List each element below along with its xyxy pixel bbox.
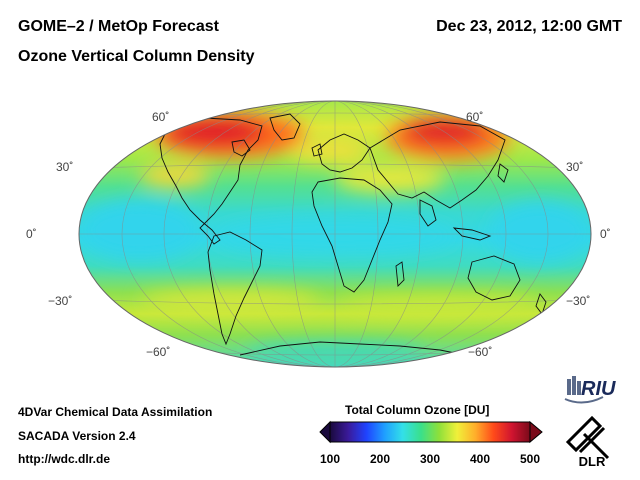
footer-assimilation: 4DVar Chemical Data Assimilation: [18, 405, 213, 419]
colorbar-tick-500: 500: [519, 452, 541, 466]
colorbar-tick-400: 400: [469, 452, 491, 466]
title-line1: GOME–2 / MetOp Forecast: [18, 18, 219, 35]
colorbar-right-arrow: [529, 420, 543, 444]
lat-label-60n-left: 60˚: [152, 110, 170, 124]
lat-label-30s-left: −30˚: [48, 294, 73, 308]
ozone-field: [79, 101, 591, 367]
colorbar-tick-300: 300: [419, 452, 441, 466]
graticule: [79, 101, 591, 367]
lat-label-eq-left: 0˚: [26, 227, 37, 241]
lat-label-30n-right: 30˚: [566, 160, 584, 174]
title-line2: Ozone Vertical Column Density: [18, 48, 255, 65]
footer-url[interactable]: http://wdc.dlr.de: [18, 452, 110, 466]
globe-outline: [78, 100, 592, 368]
dlr-logo: DLR: [565, 415, 610, 468]
colorbar-gradient: [329, 421, 531, 443]
colorbar-tick-100: 100: [319, 452, 341, 466]
riu-logo: RIU: [564, 376, 616, 404]
lat-label-eq-right: 0˚: [600, 227, 611, 241]
lat-label-30n-left: 30˚: [56, 160, 74, 174]
coastlines: [159, 113, 547, 357]
lat-label-60s-right: −60˚: [468, 345, 493, 359]
colorbar-title: Total Column Ozone [DU]: [345, 403, 490, 417]
riu-logo-text: RIU: [581, 378, 616, 400]
footer-version: SACADA Version 2.4: [18, 429, 136, 443]
lat-label-60n-right: 60˚: [466, 110, 484, 124]
lat-label-60s-left: −60˚: [146, 345, 171, 359]
colorbar-tick-200: 200: [369, 452, 391, 466]
lat-label-30s-right: −30˚: [566, 294, 591, 308]
colorbar-left-arrow: [319, 420, 331, 444]
forecast-datetime: Dec 23, 2012, 12:00 GMT: [436, 18, 622, 35]
dlr-logo-text: DLR: [579, 454, 606, 468]
colorbar: [319, 420, 543, 444]
